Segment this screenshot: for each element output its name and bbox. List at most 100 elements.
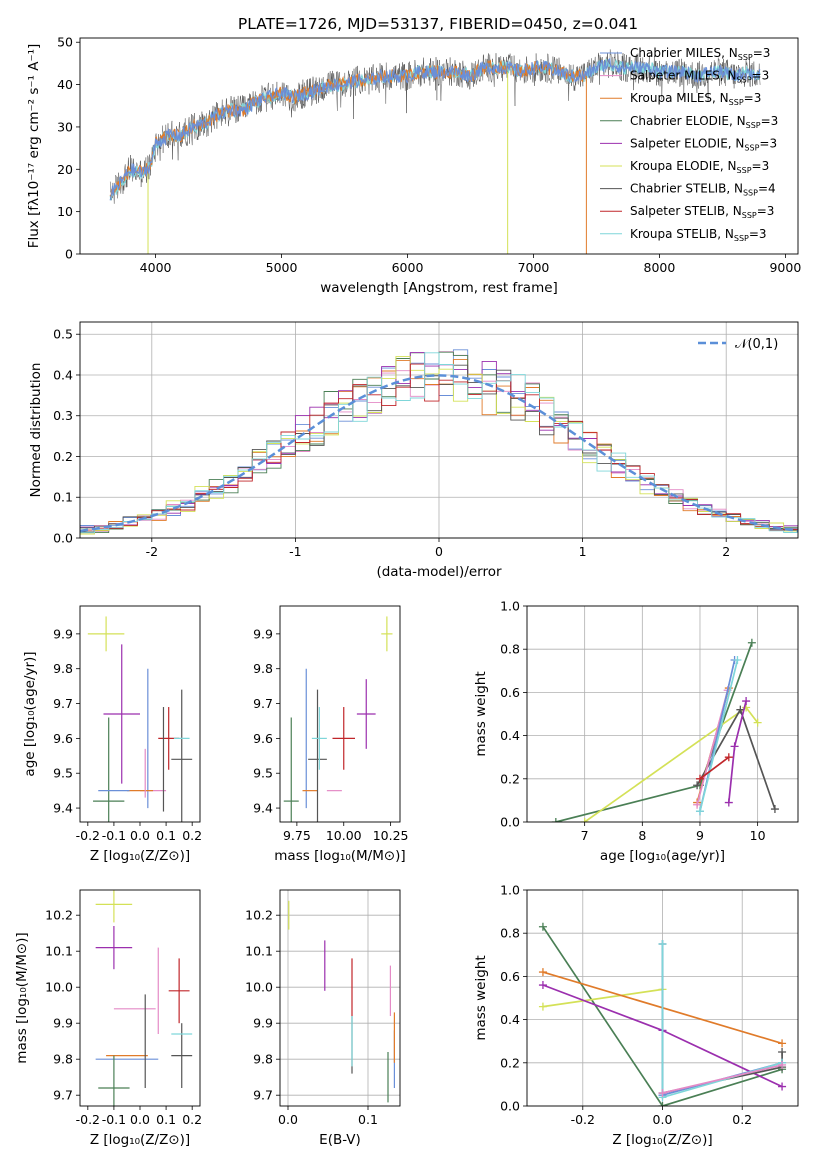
weight-marker bbox=[770, 805, 779, 814]
y-tick-label: 9.9 bbox=[53, 626, 73, 641]
x-tick-label: 6000 bbox=[392, 260, 424, 275]
y-axis-label: mass weight bbox=[473, 955, 489, 1040]
axes-weight_vs_age: 7 8 9 10 0.0 0.2 0.4 0.6 0.8 1.0 age [log₁₀(age/yr… bbox=[473, 599, 799, 864]
model-spectrum-line bbox=[109, 57, 761, 201]
y-tick-label: 9.8 bbox=[253, 1052, 273, 1067]
y-tick-label: 0.2 bbox=[500, 771, 520, 786]
weight-marker bbox=[778, 1082, 787, 1091]
x-tick-label: 4000 bbox=[140, 260, 172, 275]
x-tick-label: -0.1 bbox=[102, 828, 126, 843]
y-tick-label: 9.7 bbox=[53, 1088, 73, 1103]
y-axis-label: mass weight bbox=[473, 671, 489, 756]
x-tick-label: -0.2 bbox=[76, 1112, 100, 1127]
figure-title: PLATE=1726, MJD=53137, FIBERID=0450, z=0… bbox=[238, 15, 638, 33]
weight-marker bbox=[778, 1048, 787, 1056]
legend-label: Chabrier ELODIE, NSSP=3 bbox=[630, 114, 778, 130]
plot-area bbox=[95, 890, 193, 1106]
spectrum-legend: Chabrier MILES, NSSP=3 Salpeter MILES, NS… bbox=[600, 46, 778, 243]
x-axis-label: Z [log₁₀(Z/Z⊙)] bbox=[90, 848, 190, 864]
x-tick-label: 0.0 bbox=[130, 1112, 150, 1127]
y-tick-label: 0.2 bbox=[53, 449, 73, 464]
y-tick-label: 10.2 bbox=[45, 908, 73, 923]
legend-label: Kroupa ELODIE, NSSP=3 bbox=[630, 159, 769, 175]
legend-label: Chabrier MILES, NSSP=3 bbox=[630, 46, 770, 62]
normal-fit-line bbox=[80, 374, 798, 533]
y-tick-label: 9.4 bbox=[53, 801, 73, 816]
weight-marker bbox=[733, 656, 742, 664]
weight-marker bbox=[580, 818, 589, 822]
y-tick-label: 9.8 bbox=[53, 661, 73, 676]
weight-marker bbox=[736, 705, 745, 714]
y-tick-label: 1.0 bbox=[500, 599, 520, 614]
y-tick-label: 9.7 bbox=[253, 1088, 273, 1103]
weight-line bbox=[699, 756, 730, 780]
y-tick-label: 0.4 bbox=[500, 728, 520, 743]
axes-age_vs_mass: 9.75 10.00 10.25 9.4 9.5 9.6 9.7 9.8 9.9 mass [lo… bbox=[253, 605, 409, 864]
y-tick-label: 0.8 bbox=[500, 642, 520, 657]
legend-label: Salpeter STELIB, NSSP=3 bbox=[630, 204, 774, 220]
weight-marker bbox=[724, 798, 733, 807]
weight-marker bbox=[695, 774, 704, 783]
y-tick-label: 9.7 bbox=[53, 696, 73, 711]
axes-mass_vs_Z: -0.2 -0.1 0.0 0.1 0.2 9.7 9.8 9.9 10.0 10.1 10.2 Z … bbox=[14, 889, 202, 1148]
axes-frame bbox=[79, 321, 799, 539]
x-tick-label: 0 bbox=[435, 544, 443, 559]
y-tick-label: 0.2 bbox=[500, 1055, 520, 1070]
x-tick-label: 7 bbox=[581, 828, 589, 843]
y-tick-label: 0.0 bbox=[500, 815, 520, 830]
y-tick-label: 9.9 bbox=[253, 626, 273, 641]
axes-frame bbox=[79, 605, 201, 823]
weight-marker bbox=[742, 697, 751, 706]
weight-marker bbox=[724, 753, 733, 762]
x-axis-label: Z [log₁₀(Z/Z⊙)] bbox=[90, 1132, 190, 1148]
axes-mass_vs_EBV: 0.0 0.1 9.7 9.8 9.9 10.0 10.1 10.2 E(B-V) bbox=[245, 889, 401, 1148]
y-tick-label: 9.6 bbox=[253, 731, 273, 746]
x-axis-label: (data-model)/error bbox=[376, 564, 502, 580]
x-tick-label: -0.1 bbox=[102, 1112, 126, 1127]
weight-marker bbox=[695, 807, 704, 816]
axes-frame bbox=[279, 889, 401, 1107]
x-tick-label: 9 bbox=[696, 828, 704, 843]
y-tick-label: 10.0 bbox=[45, 980, 73, 995]
y-tick-label: 0.4 bbox=[53, 367, 73, 382]
x-tick-label: 10 bbox=[750, 828, 766, 843]
y-tick-label: 9.6 bbox=[53, 731, 73, 746]
y-tick-label: 0.0 bbox=[53, 531, 73, 546]
x-tick-label: 0.1 bbox=[156, 828, 176, 843]
x-axis-label: wavelength [Angstrom, rest frame] bbox=[320, 280, 558, 296]
x-tick-label: -0.2 bbox=[571, 1112, 595, 1127]
y-tick-label: 50 bbox=[57, 35, 73, 50]
y-tick-label: 9.9 bbox=[253, 1016, 273, 1031]
x-tick-label: 9.75 bbox=[283, 828, 311, 843]
plot-area bbox=[109, 49, 761, 254]
y-tick-label: 9.9 bbox=[53, 1016, 73, 1031]
y-tick-label: 20 bbox=[57, 162, 73, 177]
weight-line bbox=[662, 1064, 783, 1094]
x-axis-label: mass [log₁₀(M/M⊙)] bbox=[274, 848, 405, 864]
axes-frame bbox=[279, 605, 401, 823]
weight-marker bbox=[693, 781, 702, 790]
weight-marker bbox=[658, 1089, 667, 1098]
x-tick-label: -2 bbox=[146, 544, 158, 559]
x-tick-label: 9000 bbox=[769, 260, 801, 275]
weight-marker bbox=[730, 742, 739, 751]
x-tick-label: 10.25 bbox=[373, 828, 409, 843]
x-axis-label: E(B-V) bbox=[319, 1132, 361, 1148]
weight-marker bbox=[551, 818, 560, 822]
y-tick-label: 9.8 bbox=[53, 1052, 73, 1067]
x-tick-label: 0.0 bbox=[653, 1112, 673, 1127]
y-tick-label: 0.4 bbox=[500, 1012, 520, 1027]
y-tick-label: 0.1 bbox=[53, 490, 73, 505]
weight-line bbox=[661, 944, 783, 1095]
weight-line bbox=[542, 926, 783, 1106]
axes-residuals: -2 -1 0 1 2 0.0 0.1 0.2 0.3 0.4 0.5 (data-model)/er… bbox=[28, 321, 799, 580]
axes-spectrum: 4000 5000 6000 7000 8000 9000 0 10 20 30 40 50 wavel… bbox=[26, 35, 801, 296]
y-tick-label: 9.4 bbox=[253, 801, 273, 816]
weight-marker bbox=[778, 1039, 787, 1048]
x-axis-label: Z [log₁₀(Z/Z⊙)] bbox=[612, 1132, 712, 1148]
y-tick-label: 10.1 bbox=[45, 944, 73, 959]
x-tick-label: 1 bbox=[579, 544, 587, 559]
weight-marker bbox=[538, 922, 547, 931]
weight-marker bbox=[778, 1060, 787, 1069]
plot-area bbox=[538, 922, 787, 1106]
